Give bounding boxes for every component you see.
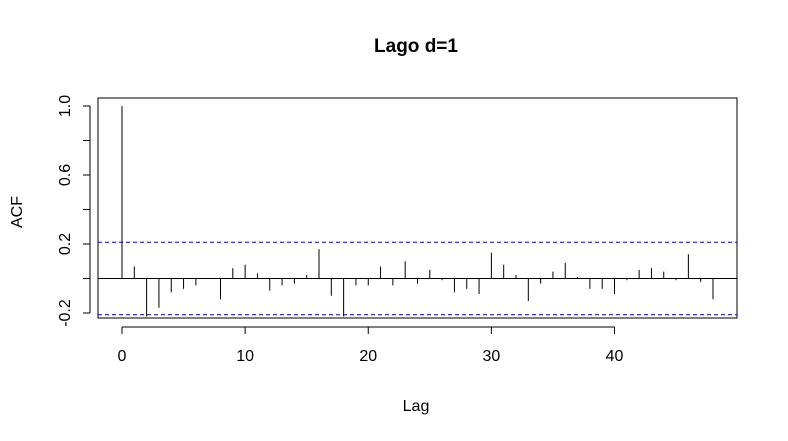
x-tick-label: 20 [359, 348, 377, 365]
x-tick-label: 30 [482, 348, 500, 365]
x-tick-label: 0 [118, 348, 127, 365]
x-tick-label: 10 [236, 348, 254, 365]
y-tick-label: 1.0 [57, 95, 74, 117]
y-tick-label: 0.2 [57, 233, 74, 255]
x-axis: 0 10 20 30 40 [118, 326, 624, 365]
x-tick-label: 40 [606, 348, 624, 365]
y-axis-label: ACF [9, 196, 26, 228]
acf-bars [121, 106, 714, 317]
y-axis: -0.2 0.2 0.6 1.0 [57, 95, 91, 327]
y-tick-label: -0.2 [57, 299, 74, 327]
plot-frame [97, 97, 738, 319]
x-axis-label: Lag [403, 398, 430, 415]
chart-title: Lago d=1 [374, 36, 458, 57]
y-tick-label: 0.6 [57, 164, 74, 186]
